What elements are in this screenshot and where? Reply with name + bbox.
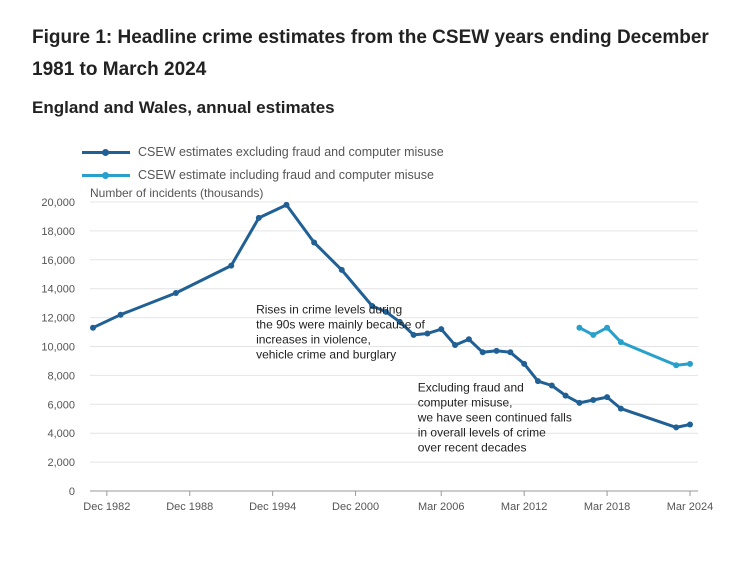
y-axis-label: Number of incidents (thousands) xyxy=(90,186,263,200)
x-tick-label: Mar 2018 xyxy=(584,501,630,513)
data-point[interactable] xyxy=(479,349,486,356)
x-tick-label: Mar 2006 xyxy=(418,501,464,513)
annotation-line: Rises in crime levels during xyxy=(256,302,402,316)
data-point[interactable] xyxy=(311,239,318,246)
data-point[interactable] xyxy=(255,214,262,221)
x-tick-label: Dec 1988 xyxy=(166,501,213,513)
data-point[interactable] xyxy=(90,324,96,331)
chart-title: Figure 1: Headline crime estimates from … xyxy=(32,27,709,80)
data-point[interactable] xyxy=(396,318,403,325)
data-point[interactable] xyxy=(617,405,624,412)
y-tick-label: 2,000 xyxy=(47,457,75,469)
annotation-line: increases in violence, xyxy=(256,332,371,346)
y-tick-label: 18,000 xyxy=(41,226,75,238)
legend-swatch-including-fraud xyxy=(82,169,130,181)
y-tick-label: 10,000 xyxy=(41,342,75,354)
annotation-line: in overall levels of crime xyxy=(418,425,546,439)
annotation-line: the 90s were mainly because of xyxy=(256,317,425,331)
y-tick-label: 14,000 xyxy=(41,284,75,296)
annotation-line: we have seen continued falls xyxy=(417,410,572,424)
y-tick-label: 12,000 xyxy=(41,313,75,325)
chart-subtitle: England and Wales, annual estimates xyxy=(32,98,335,117)
data-point[interactable] xyxy=(576,399,583,406)
data-point[interactable] xyxy=(465,336,472,343)
data-point[interactable] xyxy=(438,326,445,333)
data-point[interactable] xyxy=(534,378,541,385)
annotation-0: Rises in crime levels during the 90s were… xyxy=(256,302,425,361)
data-point[interactable] xyxy=(228,262,235,269)
data-point[interactable] xyxy=(382,308,389,315)
data-point[interactable] xyxy=(452,342,459,349)
gridlines xyxy=(90,201,698,492)
data-point[interactable] xyxy=(673,362,680,369)
y-tick-label: 16,000 xyxy=(41,255,75,267)
data-point[interactable] xyxy=(590,331,597,338)
data-point[interactable] xyxy=(548,382,555,389)
y-tick-label: 20,000 xyxy=(41,197,75,209)
data-point[interactable] xyxy=(521,360,528,367)
annotations: Rises in crime levels during the 90s were… xyxy=(256,302,572,454)
y-tick-label: 4,000 xyxy=(47,428,75,440)
data-point[interactable] xyxy=(687,421,693,428)
chart-legend: CSEW estimates excluding fraud and compu… xyxy=(82,140,444,186)
annotation-1: Excluding fraud and computer misuse, we ha… xyxy=(417,380,572,454)
legend-swatch-excluding-fraud xyxy=(82,146,130,158)
axes: 0 2,000 4,000 6,000 8,000 10,000 12,000 14,000 1… xyxy=(41,186,713,513)
data-point[interactable] xyxy=(507,349,514,356)
y-tick-label: 6,000 xyxy=(47,399,75,411)
series-group xyxy=(90,201,693,431)
data-point[interactable] xyxy=(576,324,583,331)
legend-label-excluding-fraud: CSEW estimates excluding fraud and compu… xyxy=(138,144,444,159)
data-point[interactable] xyxy=(410,331,417,338)
y-tick-label: 0 xyxy=(69,486,75,498)
x-tick-label: Mar 2024 xyxy=(667,501,713,513)
data-point[interactable] xyxy=(424,330,431,337)
data-point[interactable] xyxy=(617,339,624,346)
data-point[interactable] xyxy=(604,394,611,401)
data-point[interactable] xyxy=(369,303,376,310)
data-point[interactable] xyxy=(493,347,500,354)
annotation-line: computer misuse, xyxy=(418,395,513,409)
y-tick-label: 8,000 xyxy=(47,370,75,382)
legend-item-including-fraud[interactable]: CSEW estimate including fraud and comput… xyxy=(82,163,444,186)
legend-item-excluding-fraud[interactable]: CSEW estimates excluding fraud and compu… xyxy=(82,140,444,163)
data-point[interactable] xyxy=(117,311,124,318)
data-point[interactable] xyxy=(687,360,693,367)
x-tick-label: Dec 1982 xyxy=(83,501,130,513)
legend-label-including-fraud: CSEW estimate including fraud and comput… xyxy=(138,167,434,182)
data-point[interactable] xyxy=(562,392,569,399)
x-tick-label: Mar 2012 xyxy=(501,501,547,513)
data-point[interactable] xyxy=(172,290,179,297)
x-tick-label: Dec 2000 xyxy=(332,501,379,513)
data-point[interactable] xyxy=(283,201,290,208)
data-point[interactable] xyxy=(673,424,680,431)
data-point[interactable] xyxy=(590,396,597,403)
x-tick-label: Dec 1994 xyxy=(249,501,296,513)
annotation-line: over recent decades xyxy=(418,440,527,454)
data-point[interactable] xyxy=(604,324,611,331)
annotation-line: vehicle crime and burglary xyxy=(256,347,396,361)
annotation-line: Excluding fraud and xyxy=(418,380,524,394)
data-point[interactable] xyxy=(338,266,345,273)
